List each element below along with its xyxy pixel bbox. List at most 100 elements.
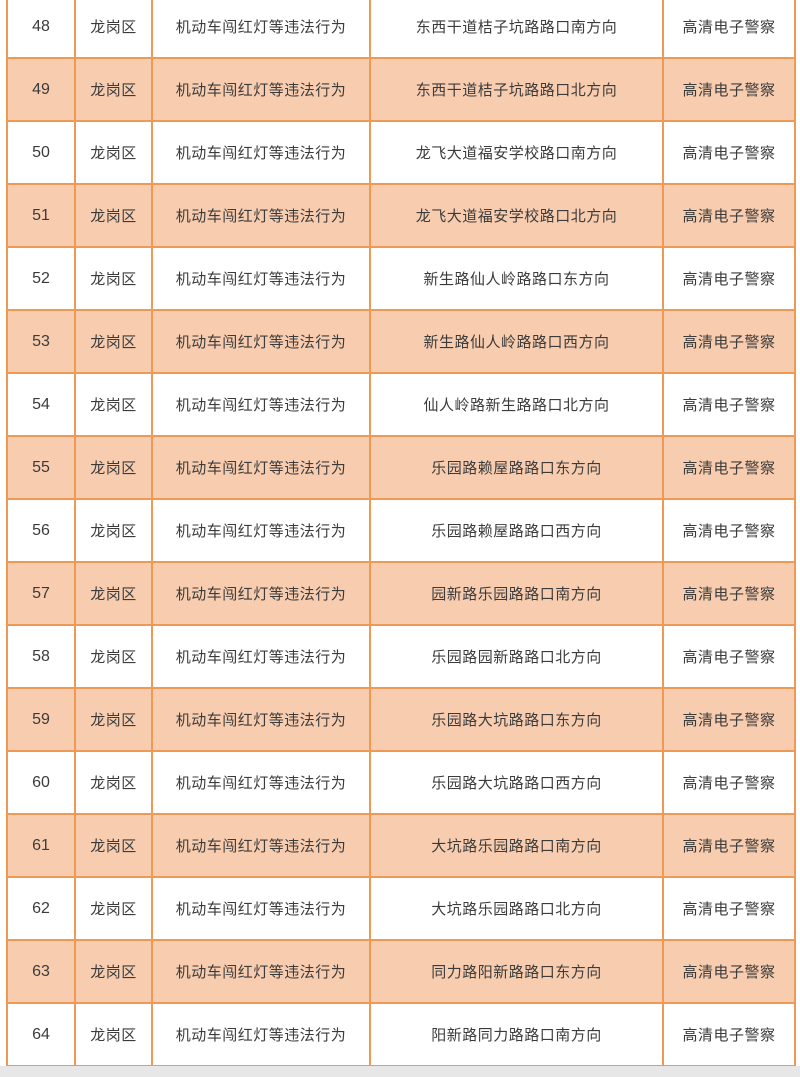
camera-table: 48 龙岗区 机动车闯红灯等违法行为 东西干道桔子坑路路口南方向 高清电子警察 49 龙岗区… xyxy=(6,0,796,1067)
cell-location: 园新路乐园路路口南方向 xyxy=(369,561,664,626)
table-row: 53 龙岗区 机动车闯红灯等违法行为 新生路仙人岭路路口西方向 高清电子警察 xyxy=(6,309,796,374)
table-row: 48 龙岗区 机动车闯红灯等违法行为 东西干道桔子坑路路口南方向 高清电子警察 xyxy=(6,0,796,59)
cell-violation: 机动车闯红灯等违法行为 xyxy=(151,372,371,437)
cell-location: 大坑路乐园路路口北方向 xyxy=(369,876,664,941)
cell-device: 高清电子警察 xyxy=(662,876,796,941)
table-row: 63 龙岗区 机动车闯红灯等违法行为 同力路阳新路路口东方向 高清电子警察 xyxy=(6,939,796,1004)
cell-no: 55 xyxy=(6,435,76,500)
cell-violation: 机动车闯红灯等违法行为 xyxy=(151,246,371,311)
cell-district: 龙岗区 xyxy=(74,57,153,122)
cell-location: 仙人岭路新生路路口北方向 xyxy=(369,372,664,437)
cell-violation: 机动车闯红灯等违法行为 xyxy=(151,0,371,59)
cell-location: 乐园路赖屋路路口东方向 xyxy=(369,435,664,500)
cell-no: 57 xyxy=(6,561,76,626)
cell-location: 乐园路赖屋路路口西方向 xyxy=(369,498,664,563)
cell-no: 59 xyxy=(6,687,76,752)
table-row: 61 龙岗区 机动车闯红灯等违法行为 大坑路乐园路路口南方向 高清电子警察 xyxy=(6,813,796,878)
cell-violation: 机动车闯红灯等违法行为 xyxy=(151,120,371,185)
cell-device: 高清电子警察 xyxy=(662,939,796,1004)
cell-location: 东西干道桔子坑路路口北方向 xyxy=(369,57,664,122)
cell-district: 龙岗区 xyxy=(74,120,153,185)
table-row: 55 龙岗区 机动车闯红灯等违法行为 乐园路赖屋路路口东方向 高清电子警察 xyxy=(6,435,796,500)
table-row: 59 龙岗区 机动车闯红灯等违法行为 乐园路大坑路路口东方向 高清电子警察 xyxy=(6,687,796,752)
cell-district: 龙岗区 xyxy=(74,435,153,500)
cell-no: 52 xyxy=(6,246,76,311)
cell-no: 54 xyxy=(6,372,76,437)
cell-device: 高清电子警察 xyxy=(662,687,796,752)
cell-location: 龙飞大道福安学校路口北方向 xyxy=(369,183,664,248)
cell-violation: 机动车闯红灯等违法行为 xyxy=(151,498,371,563)
cell-no: 62 xyxy=(6,876,76,941)
cell-violation: 机动车闯红灯等违法行为 xyxy=(151,183,371,248)
cell-location: 新生路仙人岭路路口西方向 xyxy=(369,309,664,374)
cell-location: 乐园路大坑路路口东方向 xyxy=(369,687,664,752)
cell-location: 大坑路乐园路路口南方向 xyxy=(369,813,664,878)
cell-device: 高清电子警察 xyxy=(662,120,796,185)
cell-district: 龙岗区 xyxy=(74,939,153,1004)
cell-location: 新生路仙人岭路路口东方向 xyxy=(369,246,664,311)
cell-device: 高清电子警察 xyxy=(662,435,796,500)
cell-device: 高清电子警察 xyxy=(662,1002,796,1067)
camera-table-wrapper: 48 龙岗区 机动车闯红灯等违法行为 东西干道桔子坑路路口南方向 高清电子警察 49 龙岗区… xyxy=(6,0,796,1067)
cell-district: 龙岗区 xyxy=(74,624,153,689)
page-bottom-strip xyxy=(0,1066,800,1077)
cell-device: 高清电子警察 xyxy=(662,0,796,59)
cell-violation: 机动车闯红灯等违法行为 xyxy=(151,750,371,815)
table-row: 50 龙岗区 机动车闯红灯等违法行为 龙飞大道福安学校路口南方向 高清电子警察 xyxy=(6,120,796,185)
cell-no: 49 xyxy=(6,57,76,122)
cell-violation: 机动车闯红灯等违法行为 xyxy=(151,687,371,752)
cell-device: 高清电子警察 xyxy=(662,246,796,311)
cell-location: 东西干道桔子坑路路口南方向 xyxy=(369,0,664,59)
table-row: 52 龙岗区 机动车闯红灯等违法行为 新生路仙人岭路路口东方向 高清电子警察 xyxy=(6,246,796,311)
cell-no: 60 xyxy=(6,750,76,815)
table-row: 49 龙岗区 机动车闯红灯等违法行为 东西干道桔子坑路路口北方向 高清电子警察 xyxy=(6,57,796,122)
table-row: 54 龙岗区 机动车闯红灯等违法行为 仙人岭路新生路路口北方向 高清电子警察 xyxy=(6,372,796,437)
table-row: 56 龙岗区 机动车闯红灯等违法行为 乐园路赖屋路路口西方向 高清电子警察 xyxy=(6,498,796,563)
cell-device: 高清电子警察 xyxy=(662,561,796,626)
cell-location: 同力路阳新路路口东方向 xyxy=(369,939,664,1004)
cell-device: 高清电子警察 xyxy=(662,624,796,689)
cell-district: 龙岗区 xyxy=(74,561,153,626)
cell-device: 高清电子警察 xyxy=(662,813,796,878)
cell-device: 高清电子警察 xyxy=(662,309,796,374)
cell-violation: 机动车闯红灯等违法行为 xyxy=(151,561,371,626)
cell-no: 58 xyxy=(6,624,76,689)
cell-district: 龙岗区 xyxy=(74,246,153,311)
cell-district: 龙岗区 xyxy=(74,876,153,941)
cell-location: 阳新路同力路路口南方向 xyxy=(369,1002,664,1067)
cell-device: 高清电子警察 xyxy=(662,750,796,815)
cell-district: 龙岗区 xyxy=(74,813,153,878)
cell-no: 48 xyxy=(6,0,76,59)
table-body: 48 龙岗区 机动车闯红灯等违法行为 东西干道桔子坑路路口南方向 高清电子警察 49 龙岗区… xyxy=(6,0,796,1067)
table-row: 60 龙岗区 机动车闯红灯等违法行为 乐园路大坑路路口西方向 高清电子警察 xyxy=(6,750,796,815)
cell-violation: 机动车闯红灯等违法行为 xyxy=(151,624,371,689)
cell-no: 51 xyxy=(6,183,76,248)
cell-device: 高清电子警察 xyxy=(662,57,796,122)
cell-district: 龙岗区 xyxy=(74,750,153,815)
table-row: 58 龙岗区 机动车闯红灯等违法行为 乐园路园新路路口北方向 高清电子警察 xyxy=(6,624,796,689)
cell-no: 61 xyxy=(6,813,76,878)
cell-district: 龙岗区 xyxy=(74,183,153,248)
cell-no: 50 xyxy=(6,120,76,185)
cell-district: 龙岗区 xyxy=(74,687,153,752)
cell-district: 龙岗区 xyxy=(74,372,153,437)
cell-device: 高清电子警察 xyxy=(662,498,796,563)
cell-device: 高清电子警察 xyxy=(662,183,796,248)
table-row: 64 龙岗区 机动车闯红灯等违法行为 阳新路同力路路口南方向 高清电子警察 xyxy=(6,1002,796,1067)
cell-violation: 机动车闯红灯等违法行为 xyxy=(151,813,371,878)
cell-violation: 机动车闯红灯等违法行为 xyxy=(151,309,371,374)
cell-no: 63 xyxy=(6,939,76,1004)
cell-district: 龙岗区 xyxy=(74,0,153,59)
table-row: 51 龙岗区 机动车闯红灯等违法行为 龙飞大道福安学校路口北方向 高清电子警察 xyxy=(6,183,796,248)
cell-district: 龙岗区 xyxy=(74,498,153,563)
cell-location: 乐园路大坑路路口西方向 xyxy=(369,750,664,815)
cell-location: 乐园路园新路路口北方向 xyxy=(369,624,664,689)
cell-no: 64 xyxy=(6,1002,76,1067)
cell-violation: 机动车闯红灯等违法行为 xyxy=(151,876,371,941)
cell-location: 龙飞大道福安学校路口南方向 xyxy=(369,120,664,185)
cell-district: 龙岗区 xyxy=(74,309,153,374)
table-row: 62 龙岗区 机动车闯红灯等违法行为 大坑路乐园路路口北方向 高清电子警察 xyxy=(6,876,796,941)
cell-violation: 机动车闯红灯等违法行为 xyxy=(151,435,371,500)
table-row: 57 龙岗区 机动车闯红灯等违法行为 园新路乐园路路口南方向 高清电子警察 xyxy=(6,561,796,626)
cell-violation: 机动车闯红灯等违法行为 xyxy=(151,939,371,1004)
